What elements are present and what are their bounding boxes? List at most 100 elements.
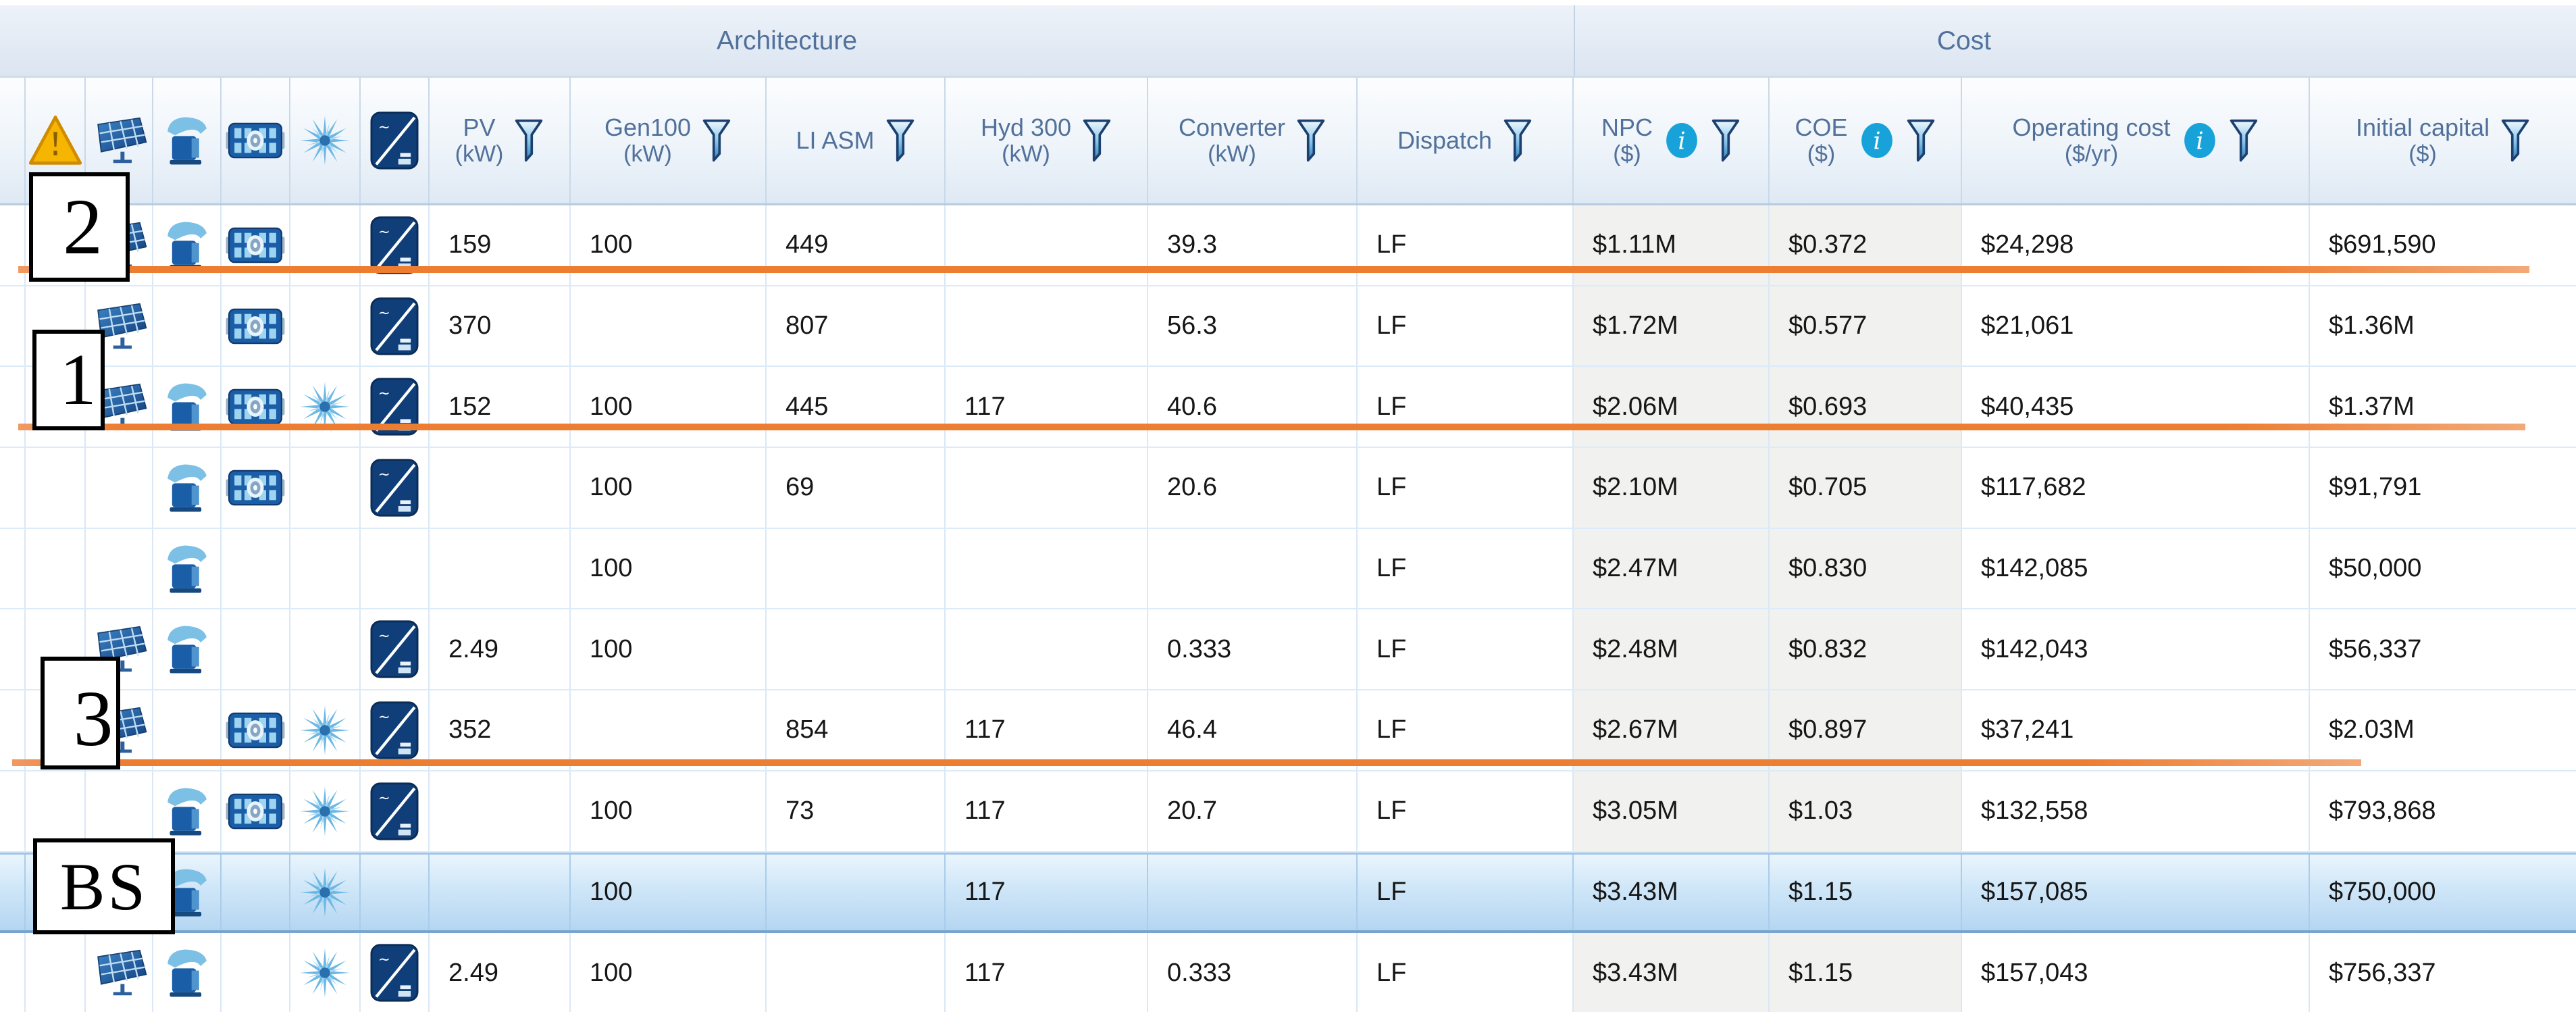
operating-cost-value: $21,061 <box>1962 286 2310 366</box>
hyd300-kw-column-header[interactable]: Hyd 300 (kW) <box>946 78 1148 203</box>
pv-kw-value: 352 <box>430 690 571 770</box>
info-icon[interactable]: i <box>1859 122 1895 159</box>
filter-funnel-icon[interactable] <box>1296 118 1326 163</box>
generator-component-cell <box>153 933 222 1012</box>
converter-column-header[interactable]: ~ <box>361 78 430 203</box>
pv-kw-value <box>430 854 571 931</box>
filter-funnel-icon[interactable] <box>2229 118 2259 163</box>
pv-component-cell <box>86 448 153 528</box>
table-row[interactable]: ~ 100 73 117 20.7 LF $3.05M $1.03 $132,5… <box>0 771 2576 853</box>
generator-column-header[interactable] <box>153 78 222 203</box>
pv-kw-value <box>430 448 571 528</box>
coe-value: $0.830 <box>1770 528 1962 609</box>
converter-icon: ~ <box>369 377 419 436</box>
filter-funnel-icon[interactable] <box>514 118 544 163</box>
table-row[interactable]: ~ 2.49 100 117 0.333 LF $3.43M $1.15 $15… <box>0 933 2576 1012</box>
filter-funnel-icon[interactable] <box>702 118 731 163</box>
table-row[interactable]: ~ 2.49 100 0.333 LF $2.48M $0.832 $142,0… <box>0 609 2576 691</box>
hyd300-kw-value <box>946 609 1148 690</box>
generator-icon <box>163 218 211 272</box>
npc-value: $1.72M <box>1574 286 1770 366</box>
li-asm-value: 445 <box>767 367 946 447</box>
battery-component-cell <box>222 448 290 528</box>
li-asm-header-label: LI ASM <box>796 126 875 155</box>
info-icon[interactable]: i <box>1664 122 1700 159</box>
edge-column-header <box>0 78 26 203</box>
annotation-box-1: 1 <box>32 330 105 430</box>
dispatch-value: LF <box>1358 205 1574 285</box>
npc-column-header[interactable]: NPC ($) i <box>1574 78 1770 203</box>
svg-text:i: i <box>1678 127 1685 155</box>
battery-icon <box>226 119 285 162</box>
svg-text:~: ~ <box>378 790 390 807</box>
filter-funnel-icon[interactable] <box>1711 118 1741 163</box>
converter-icon: ~ <box>369 458 419 517</box>
filter-funnel-icon[interactable] <box>1082 118 1112 163</box>
battery-column-header[interactable] <box>222 78 290 203</box>
warning-column-header[interactable] <box>26 78 86 203</box>
gen100-kw-value <box>571 286 767 366</box>
generator-component-cell <box>153 528 222 609</box>
table-row[interactable]: ~ 370 807 56.3 LF $1.72M $0.577 $21,061 … <box>0 286 2576 368</box>
table-row[interactable]: ~ 100 LF $2.47M $0.830 $142,085 $50,000 <box>0 528 2576 610</box>
hydro-component-cell <box>290 286 361 366</box>
generator-icon <box>163 542 211 596</box>
operating-cost-column-header[interactable]: Operating cost ($/yr) i <box>1962 78 2310 203</box>
initial-capital-column-header[interactable]: Initial capital ($) <box>2310 78 2576 203</box>
dispatch-value: LF <box>1358 771 1574 851</box>
npc-value: $2.06M <box>1574 367 1770 447</box>
initial-capital-value: $793,868 <box>2329 796 2436 826</box>
battery-component-cell <box>222 690 290 770</box>
npc-value: $1.11M <box>1574 205 1770 285</box>
dispatch-column-header[interactable]: Dispatch <box>1358 78 1574 203</box>
generator-component-cell <box>153 448 222 528</box>
filter-funnel-icon[interactable] <box>885 118 915 163</box>
coe-column-header[interactable]: COE ($) i <box>1770 78 1962 203</box>
initial-capital-value: $1.36M <box>2329 311 2415 340</box>
battery-icon <box>226 224 285 267</box>
table-row[interactable]: ~ 100 117 LF $3.43M $1.15 $157,085 $750,… <box>0 852 2576 934</box>
battery-component-cell <box>222 854 290 931</box>
converter-kw-column-header[interactable]: Converter (kW) <box>1148 78 1358 203</box>
pv-kw-column-header[interactable]: PV (kW) <box>430 78 571 203</box>
filter-funnel-icon[interactable] <box>2500 118 2530 163</box>
hydro-column-header[interactable] <box>290 78 361 203</box>
info-icon[interactable]: i <box>2182 122 2218 159</box>
dispatch-value: LF <box>1358 933 1574 1012</box>
battery-component-cell <box>222 205 290 285</box>
warning-cell <box>26 286 86 366</box>
converter-icon: ~ <box>369 701 419 760</box>
table-row[interactable]: ~ 100 69 20.6 LF $2.10M $0.705 $117,682 … <box>0 448 2576 529</box>
li-asm-column-header[interactable]: LI ASM <box>767 78 946 203</box>
dispatch-value: LF <box>1358 690 1574 770</box>
hyd300-kw-value: 117 <box>946 690 1148 770</box>
initial-capital-value: $691,590 <box>2329 230 2436 259</box>
table-row[interactable]: ~ 159 100 449 39.3 LF $1.11M $0.372 $24,… <box>0 205 2576 286</box>
converter-component-cell: ~ <box>361 771 430 851</box>
edge-cell <box>0 528 26 609</box>
converter-component-cell: ~ <box>361 609 430 690</box>
filter-funnel-icon[interactable] <box>1906 118 1936 163</box>
edge-cell <box>0 854 26 931</box>
converter-component-cell: ~ <box>361 933 430 1012</box>
gen100-kw-column-header[interactable]: Gen100 (kW) <box>571 78 767 203</box>
converter-component-cell: ~ <box>361 854 430 931</box>
pv-component-cell <box>86 609 153 690</box>
generator-icon <box>163 622 211 676</box>
dispatch-value: LF <box>1358 286 1574 366</box>
converter-icon: ~ <box>369 619 419 679</box>
npc-value: $3.05M <box>1574 771 1770 851</box>
column-header-row: ~ PV (kW) Gen100 (kW) LI ASM Hyd 300 (kW) C… <box>0 78 2576 205</box>
battery-component-cell <box>222 528 290 609</box>
table-row[interactable]: ~ 152 100 445 117 40.6 LF $2.06M $0.693 … <box>0 367 2576 449</box>
svg-text:~: ~ <box>378 628 390 645</box>
pv-column-header[interactable] <box>86 78 153 203</box>
hyd300-kw-value <box>946 205 1148 285</box>
group-header-row: Architecture Cost <box>0 5 2576 78</box>
edge-cell <box>0 771 26 851</box>
warning-cell <box>26 771 86 851</box>
gen100-kw-value: 100 <box>571 854 767 931</box>
filter-funnel-icon[interactable] <box>1503 118 1532 163</box>
hydro-component-cell <box>290 771 361 851</box>
generator-icon <box>163 784 211 838</box>
